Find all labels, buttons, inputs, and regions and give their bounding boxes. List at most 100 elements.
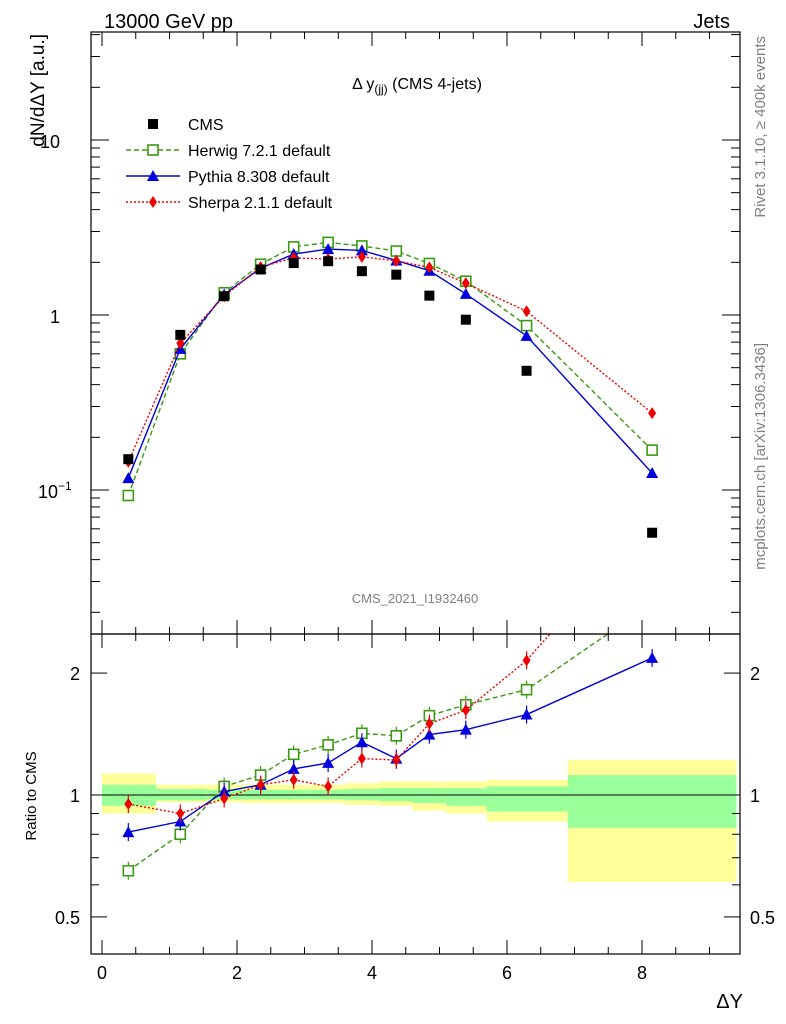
point-sherpa	[425, 261, 434, 274]
ratio-series-sherpa	[124, 634, 551, 823]
ratio-point-pythia	[423, 728, 436, 740]
x-axis-label: ΔY	[716, 991, 743, 1013]
ratio-point-pythia	[646, 651, 659, 663]
legend-marker	[148, 119, 158, 129]
series-line-pythia	[127, 248, 653, 479]
ratio-point-sherpa	[357, 752, 366, 765]
point-herwig	[520, 319, 533, 332]
legend-label: Sherpa 2.1.1 default	[188, 195, 333, 212]
ratio-point-herwig	[122, 864, 135, 877]
ratio-point-herwig	[647, 599, 657, 609]
ratio-point-herwig	[174, 828, 187, 841]
point-cms	[424, 290, 435, 301]
point-cms	[288, 258, 299, 269]
mcplots-label: mcplots.cern.ch [arXiv:1306.3436]	[752, 343, 769, 570]
band-green	[567, 775, 737, 828]
point-herwig	[646, 444, 658, 456]
point-herwig	[122, 489, 135, 502]
point-cms	[391, 269, 402, 280]
legend-entry-cms: CMS	[148, 117, 224, 134]
ratio-line-pythia	[128, 657, 653, 833]
ratio-point-sherpa	[392, 754, 401, 767]
ratio-ytick-label: 2	[70, 664, 80, 684]
point-sherpa	[648, 407, 657, 420]
ratio-point-sherpa	[176, 807, 185, 820]
band-green	[486, 786, 568, 812]
ratio-x-ticks: 0 2 4 6 8	[97, 634, 710, 983]
band-green	[412, 788, 447, 804]
ratio-point-herwig	[390, 730, 403, 742]
header-left: 13000 GeV pp	[104, 11, 233, 33]
ratio-series	[122, 599, 659, 880]
point-cms	[323, 256, 334, 267]
legend-entry-herwig: Herwig 7.2.1 default	[126, 143, 331, 160]
point-sherpa	[461, 277, 470, 290]
point-pythia	[459, 287, 472, 299]
point-pythia	[520, 329, 533, 341]
legend-marker	[147, 170, 159, 181]
main-panel: Δ y(jj) (CMS 4-jets) dN/dΔY [a.u.] 10 1 …	[28, 31, 741, 635]
chart-title-tail: (CMS 4-jets)	[388, 76, 482, 93]
ratio-y-axis-label: Ratio to CMS	[23, 751, 40, 840]
legend-marker	[149, 196, 157, 208]
point-sherpa	[392, 254, 401, 267]
ratio-point-herwig	[520, 683, 533, 696]
legend-label: Pythia 8.308 default	[188, 169, 330, 186]
legend-label: CMS	[188, 117, 224, 134]
ratio-point-pythia	[122, 826, 135, 838]
ratio-panel: 0.5 0.5 1 1 2 2 0 2 4 6 8 Ratio to CMS ΔY	[23, 599, 775, 1013]
xtick-label: 8	[637, 963, 647, 983]
ratio-point-pythia	[355, 736, 368, 748]
point-cms	[219, 291, 230, 302]
point-pythia	[122, 472, 135, 484]
ratio-point-pythia	[287, 762, 300, 774]
legend-entry-pythia: Pythia 8.308 default	[126, 169, 330, 186]
analysis-id: CMS_2021_I1932460	[352, 591, 479, 606]
ratio-point-sherpa	[522, 654, 531, 667]
ratio-ytick-label: 0.5	[55, 908, 80, 928]
series-line-sherpa	[127, 256, 653, 463]
point-cms	[356, 266, 367, 277]
point-cms	[521, 365, 532, 376]
ratio-point-herwig	[287, 748, 300, 761]
ratio-ytick-label-right: 2	[750, 664, 760, 684]
point-pythia	[355, 244, 368, 256]
ratio-point-sherpa	[256, 778, 265, 791]
uncertainty-bands	[102, 760, 737, 882]
point-cms	[123, 454, 134, 465]
point-sherpa	[522, 305, 531, 318]
point-cms	[460, 314, 471, 325]
legend: CMS Herwig 7.2.1 default Pythia 8.308 defa…	[126, 117, 333, 212]
ytick-label-1: 1	[50, 307, 60, 327]
legend-entry-sherpa: Sherpa 2.1.1 default	[126, 195, 333, 212]
ratio-ytick-label-right: 1	[750, 786, 760, 806]
point-cms	[647, 527, 658, 538]
chart-title-main: Δ y	[352, 76, 374, 93]
series-cms	[123, 256, 658, 538]
series-pythia	[122, 243, 659, 484]
ratio-point-pythia	[520, 708, 533, 720]
ytick-label-10: 10	[40, 132, 60, 152]
ratio-ytick-label-right: 0.5	[750, 908, 775, 928]
series-sherpa	[124, 250, 657, 468]
point-sherpa	[176, 337, 185, 350]
main-y-ticks	[91, 34, 740, 613]
ratio-point-pythia	[459, 723, 472, 735]
ratio-point-sherpa	[461, 704, 470, 717]
header-right: Jets	[693, 11, 730, 33]
main-series	[122, 236, 659, 538]
ratio-line-herwig	[127, 634, 609, 872]
point-pythia	[646, 467, 659, 479]
main-y-axis-label: dN/dΔY [a.u.]	[28, 34, 49, 147]
ratio-y-ticks: 0.5 0.5 1 1 2 2	[55, 664, 775, 928]
ratio-point-sherpa	[324, 780, 333, 793]
xtick-label: 2	[232, 963, 242, 983]
ratio-point-pythia	[322, 756, 335, 768]
ratio-ytick-label: 1	[70, 786, 80, 806]
ratio-point-sherpa	[220, 792, 229, 805]
xtick-label: 6	[502, 963, 512, 983]
point-cms	[255, 264, 266, 275]
rivet-label: Rivet 3.1.10, ≥ 400k events	[752, 36, 769, 218]
point-sherpa	[357, 250, 366, 263]
